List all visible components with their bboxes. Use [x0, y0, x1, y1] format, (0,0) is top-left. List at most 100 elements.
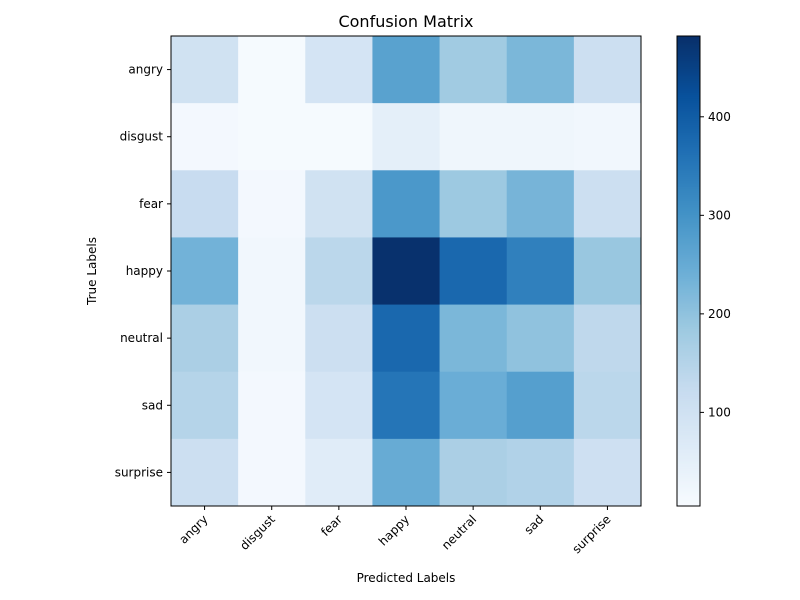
colorbar-band	[677, 330, 700, 333]
colorbar-band	[677, 266, 700, 269]
colorbar-band	[677, 118, 700, 121]
colorbar-band	[677, 132, 700, 135]
colorbar-band	[677, 130, 700, 133]
colorbar-band	[677, 230, 700, 233]
colorbar-band	[677, 282, 700, 285]
colorbar-band	[677, 386, 700, 389]
colorbar-band	[677, 444, 700, 447]
heatmap-cell	[238, 36, 306, 104]
colorbar-band	[677, 410, 700, 413]
heatmap-cell	[372, 103, 441, 171]
y-tick-label: surprise	[115, 465, 163, 479]
colorbar-band	[677, 428, 700, 431]
heatmap-cell	[372, 36, 441, 104]
heatmap-cell	[506, 103, 575, 171]
colorbar-band	[677, 292, 700, 295]
colorbar-band	[677, 126, 700, 129]
colorbar-band	[677, 104, 700, 107]
colorbar-band	[677, 242, 700, 245]
colorbar-band	[677, 112, 700, 115]
colorbar-band	[677, 262, 700, 265]
heatmap-cell	[439, 438, 508, 507]
colorbar-band	[677, 326, 700, 329]
colorbar-band	[677, 184, 700, 187]
colorbar-band	[677, 96, 700, 99]
colorbar-band	[677, 468, 700, 471]
colorbar-band	[677, 374, 700, 377]
colorbar-band	[677, 412, 700, 415]
colorbar-band	[677, 496, 700, 499]
colorbar-band	[677, 128, 700, 131]
colorbar-band	[677, 88, 700, 91]
colorbar-band	[677, 338, 700, 341]
colorbar-band	[677, 188, 700, 191]
colorbar-band	[677, 204, 700, 207]
colorbar-band	[677, 208, 700, 211]
colorbar-band	[677, 228, 700, 231]
colorbar-band	[677, 198, 700, 201]
colorbar-band	[677, 456, 700, 459]
colorbar-band	[677, 246, 700, 249]
colorbar-band	[677, 500, 700, 503]
heatmap-cell	[439, 103, 508, 171]
colorbar-tick-label: 400	[708, 110, 731, 124]
heatmap-cell	[305, 170, 373, 238]
colorbar-band	[677, 46, 700, 49]
colorbar-band	[677, 440, 700, 443]
colorbar-band	[677, 488, 700, 491]
colorbar-band	[677, 324, 700, 327]
colorbar-band	[677, 430, 700, 433]
colorbar-band	[677, 426, 700, 429]
heatmap-cell	[305, 304, 373, 373]
colorbar-band	[677, 316, 700, 319]
colorbar-band	[677, 294, 700, 297]
colorbar-band	[677, 102, 700, 105]
colorbar-band	[677, 320, 700, 323]
heatmap-cell	[305, 371, 373, 440]
colorbar-band	[677, 194, 700, 197]
colorbar-band	[677, 80, 700, 83]
colorbar-band	[677, 418, 700, 421]
colorbar-band	[677, 180, 700, 183]
colorbar-band	[677, 106, 700, 109]
colorbar-band	[677, 160, 700, 163]
heatmap-cell	[439, 237, 508, 306]
colorbar-band	[677, 382, 700, 385]
colorbar-band	[677, 186, 700, 189]
colorbar-band	[677, 170, 700, 173]
colorbar-band	[677, 472, 700, 475]
colorbar-band	[677, 248, 700, 251]
heatmap-cell	[372, 237, 441, 306]
heatmap-cell	[171, 36, 239, 104]
colorbar-band	[677, 174, 700, 177]
y-tick-label: sad	[142, 398, 163, 412]
colorbar-band	[677, 202, 700, 205]
colorbar-band	[677, 256, 700, 259]
colorbar-band	[677, 280, 700, 283]
y-tick-label: fear	[139, 197, 163, 211]
colorbar-band	[677, 308, 700, 311]
heatmap-cell	[506, 371, 575, 440]
colorbar-band	[677, 134, 700, 137]
heatmap-cell	[171, 103, 239, 171]
colorbar-band	[677, 354, 700, 357]
heatmap-cell	[238, 304, 306, 373]
colorbar-band	[677, 486, 700, 489]
colorbar-band	[677, 300, 700, 303]
colorbar-band	[677, 482, 700, 485]
colorbar-band	[677, 398, 700, 401]
colorbar-band	[677, 138, 700, 141]
colorbar-band	[677, 502, 700, 505]
colorbar-band	[677, 92, 700, 95]
colorbar-band	[677, 318, 700, 321]
colorbar-band	[677, 368, 700, 371]
colorbar-band	[677, 100, 700, 103]
colorbar-tick-label: 100	[708, 405, 731, 419]
colorbar-band	[677, 490, 700, 493]
colorbar-band	[677, 74, 700, 77]
colorbar-band	[677, 254, 700, 257]
colorbar-band	[677, 460, 700, 463]
colorbar-band	[677, 36, 700, 39]
colorbar-band	[677, 274, 700, 277]
colorbar-band	[677, 238, 700, 241]
